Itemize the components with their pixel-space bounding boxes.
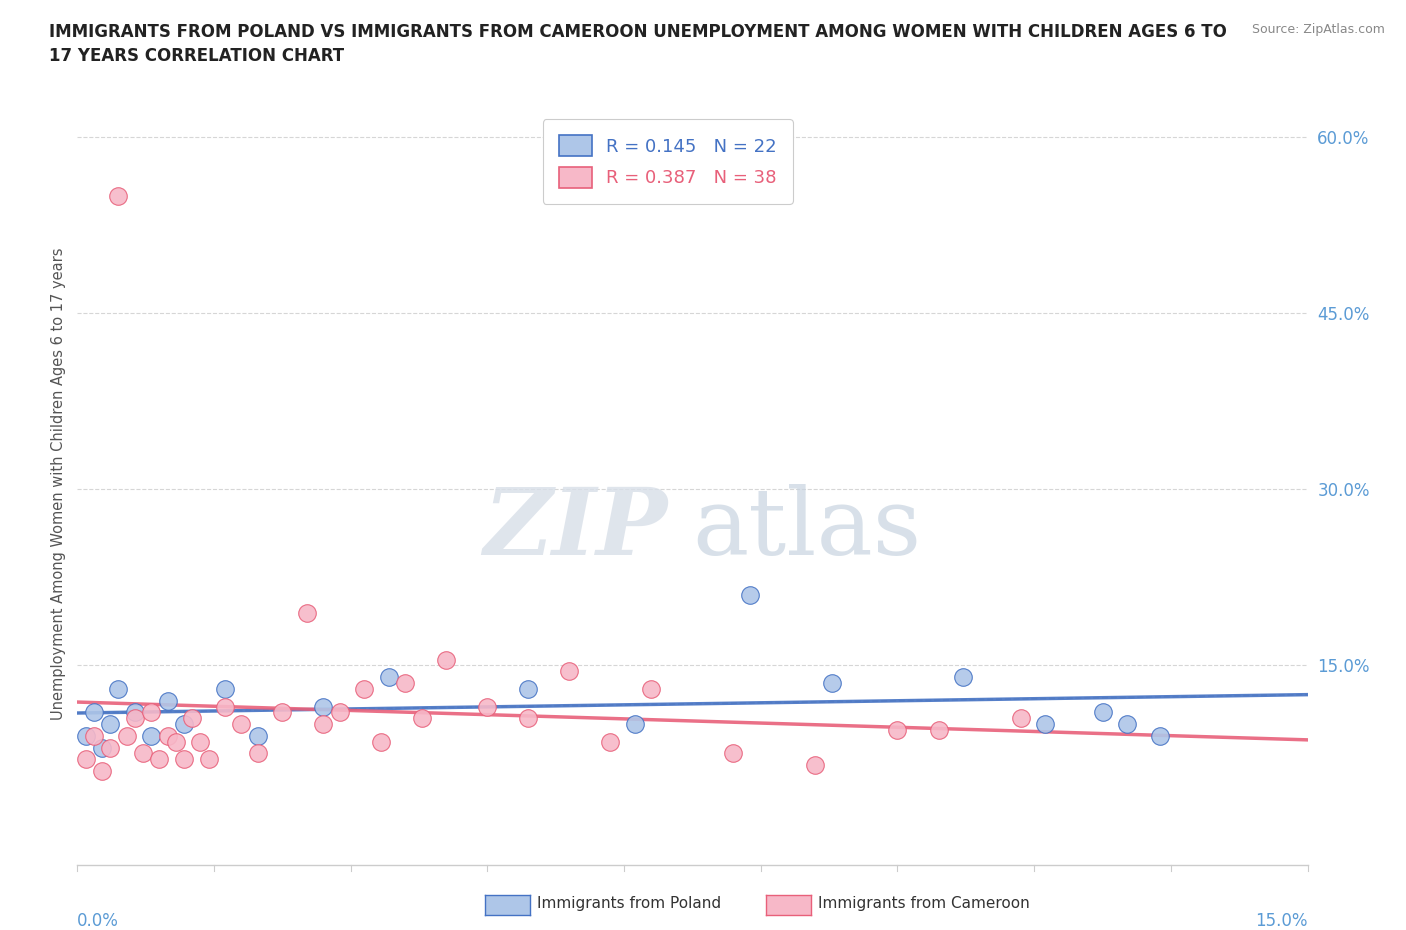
Point — [148, 751, 170, 766]
Point — [436, 652, 458, 667]
Point — [599, 735, 621, 750]
Point — [83, 705, 105, 720]
Point — [370, 735, 392, 750]
Point — [165, 735, 187, 750]
Point — [738, 588, 761, 603]
Point — [295, 605, 318, 620]
Point — [83, 728, 105, 743]
Point — [124, 711, 146, 725]
Point — [624, 717, 647, 732]
Point — [1091, 705, 1114, 720]
Point — [132, 746, 155, 761]
Point — [107, 682, 129, 697]
Point — [394, 675, 416, 690]
Point — [378, 670, 401, 684]
Point — [246, 728, 269, 743]
Point — [312, 717, 335, 732]
Y-axis label: Unemployment Among Women with Children Ages 6 to 17 years: Unemployment Among Women with Children A… — [51, 247, 66, 720]
Point — [1033, 717, 1056, 732]
Point — [804, 758, 827, 773]
Point — [640, 682, 662, 697]
Point — [231, 717, 253, 732]
Point — [271, 705, 294, 720]
Point — [124, 705, 146, 720]
Point — [141, 728, 163, 743]
Point — [214, 682, 236, 697]
Point — [353, 682, 375, 697]
Point — [723, 746, 745, 761]
Point — [1116, 717, 1139, 732]
Point — [197, 751, 219, 766]
Point — [517, 682, 540, 697]
Point — [312, 699, 335, 714]
Point — [75, 751, 97, 766]
Point — [173, 751, 195, 766]
Text: 0.0%: 0.0% — [77, 911, 120, 930]
Point — [214, 699, 236, 714]
Point — [886, 723, 908, 737]
Point — [821, 675, 844, 690]
Point — [107, 189, 129, 204]
Point — [952, 670, 974, 684]
Point — [411, 711, 433, 725]
Point — [329, 705, 352, 720]
Point — [1010, 711, 1032, 725]
Legend: R = 0.145   N = 22, R = 0.387   N = 38: R = 0.145 N = 22, R = 0.387 N = 38 — [543, 119, 793, 204]
Point — [141, 705, 163, 720]
Point — [246, 746, 269, 761]
Text: ZIP: ZIP — [484, 485, 668, 575]
Point — [156, 728, 179, 743]
Point — [90, 740, 114, 755]
Text: Immigrants from Poland: Immigrants from Poland — [537, 897, 721, 911]
Point — [115, 728, 138, 743]
Point — [558, 664, 581, 679]
Text: atlas: atlas — [693, 485, 922, 575]
Point — [188, 735, 212, 750]
Point — [181, 711, 204, 725]
Point — [156, 693, 179, 708]
Point — [90, 764, 114, 778]
Text: IMMIGRANTS FROM POLAND VS IMMIGRANTS FROM CAMEROON UNEMPLOYMENT AMONG WOMEN WITH: IMMIGRANTS FROM POLAND VS IMMIGRANTS FRO… — [49, 23, 1227, 65]
Point — [1149, 728, 1171, 743]
Point — [75, 728, 97, 743]
Text: Source: ZipAtlas.com: Source: ZipAtlas.com — [1251, 23, 1385, 36]
Point — [928, 723, 950, 737]
Text: 15.0%: 15.0% — [1256, 911, 1308, 930]
Text: Immigrants from Cameroon: Immigrants from Cameroon — [818, 897, 1031, 911]
Point — [477, 699, 499, 714]
Point — [173, 717, 195, 732]
Point — [98, 740, 121, 755]
Point — [517, 711, 540, 725]
Point — [98, 717, 121, 732]
